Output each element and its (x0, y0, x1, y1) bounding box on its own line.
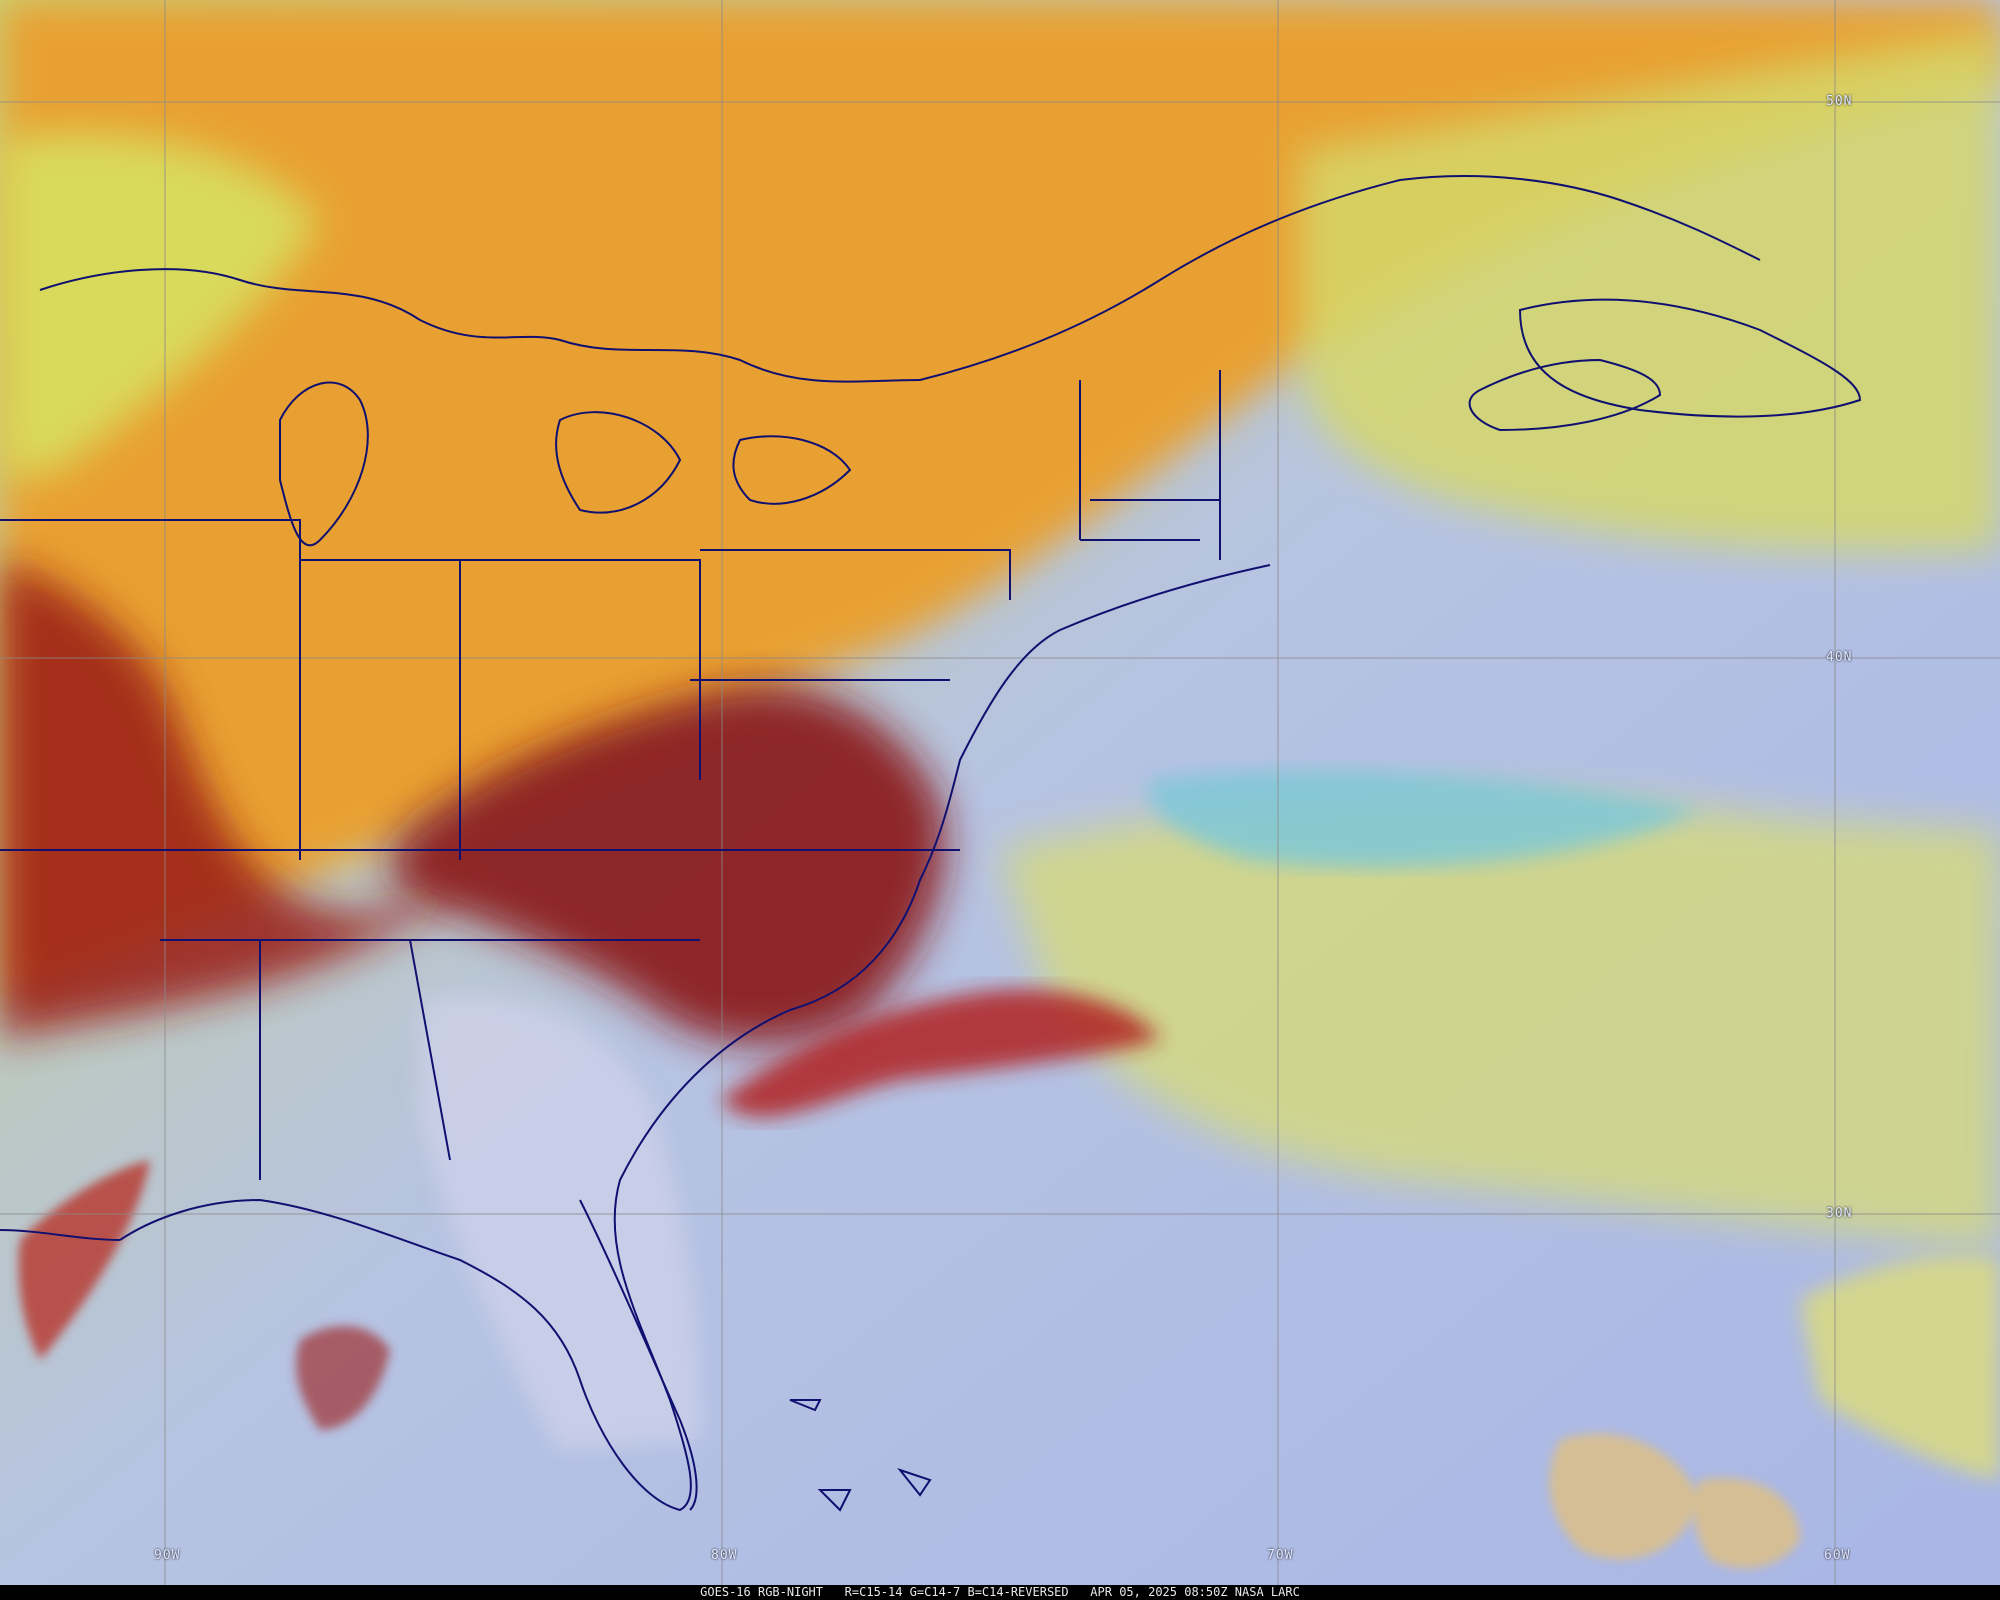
longitude-label-80w: 80W (711, 1548, 738, 1563)
longitude-label-60w: 60W (1824, 1548, 1851, 1563)
longitude-label-70w: 70W (1267, 1548, 1294, 1563)
latitude-label-50n: 50N (1826, 94, 1853, 109)
image-caption: GOES-16 RGB-NIGHT R=C15-14 G=C14-7 B=C14… (0, 1585, 2000, 1600)
latitude-label-30n: 30N (1826, 1206, 1853, 1221)
latitude-label-40n: 40N (1826, 650, 1853, 665)
coastline-boundaries (0, 175, 1862, 1512)
longitude-label-90w: 90W (154, 1548, 181, 1563)
